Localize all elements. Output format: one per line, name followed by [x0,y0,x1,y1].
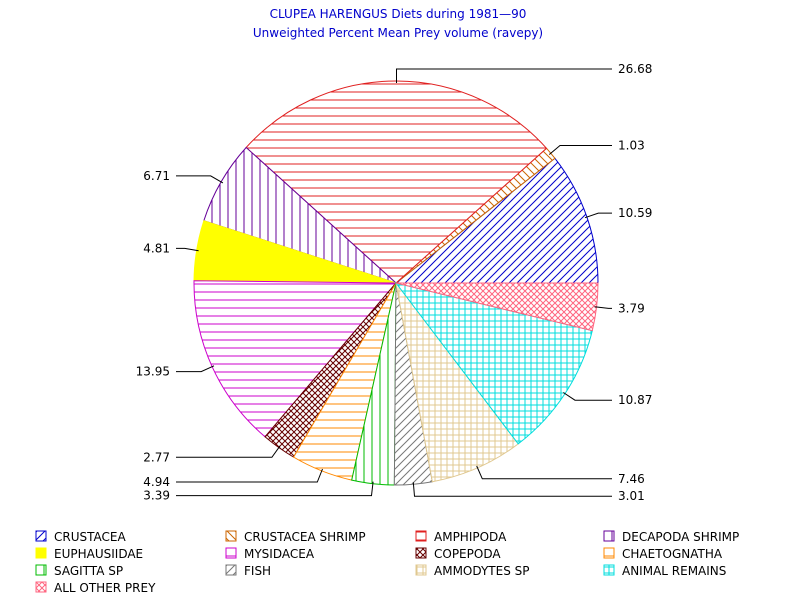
value-label-decapoda-shrimp: 6.71 [143,169,170,183]
label-leaders: 10.59 1.03 26.68 6.71 4.81 13.95 2.77 4.943.39 3… [136,62,653,503]
legend-swatch-amphipoda [415,530,427,542]
legend-swatch-copepoda [415,547,427,559]
leader-line-animal-remains [563,392,612,401]
chart-subtitle: Unweighted Percent Mean Prey volume (rav… [253,26,543,40]
legend-label-euphausiidae: EUPHAUSIIDAE [54,547,143,561]
leader-line-chaetognatha [176,468,323,483]
legend-swatch-euphausiidae [35,547,47,559]
legend-swatch-animal-remains [603,564,615,576]
legend-swatch-crustacea [35,530,47,542]
value-label-euphausiidae: 4.81 [143,241,170,255]
value-label-sagitta-sp: 3.39 [143,489,170,503]
legend-swatch-crustacea-shrimp [225,530,237,542]
leader-line-euphausiidae [176,247,199,252]
legend-label-fish: FISH [244,564,271,578]
legend-label-ammodytes-sp: AMMODYTES SP [434,564,529,578]
leader-line-mysidacea [176,365,215,373]
value-label-amphipoda: 26.68 [618,62,652,76]
leader-line-sagitta-sp [176,481,374,497]
legend-swatch-sagitta-sp [35,564,47,576]
chart-title: CLUPEA HARENGUS Diets during 1981—90 [270,7,527,21]
legend-label-crustacea: CRUSTACEA [54,530,126,544]
legend-swatch-all-other-prey [35,581,47,593]
leader-line-amphipoda [396,68,612,83]
value-label-mysidacea: 13.95 [136,365,170,379]
leader-line-copepoda [176,445,281,458]
legend-label-all-other-prey: ALL OTHER PREY [54,581,156,595]
legend-label-animal-remains: ANIMAL REMAINS [622,564,726,578]
legend-label-sagitta-sp: SAGITTA SP [54,564,123,578]
value-label-ammodytes-sp: 7.46 [618,472,645,486]
leader-line-fish [412,482,612,497]
value-label-animal-remains: 10.87 [618,393,652,407]
leader-line-ammodytes-sp [476,465,612,480]
legend-swatch-chaetognatha [603,547,615,559]
value-label-crustacea: 10.59 [618,206,652,220]
leader-line-crustacea [584,212,612,219]
legend-label-mysidacea: MYSIDACEA [244,547,315,561]
legend-label-amphipoda: AMPHIPODA [434,530,507,544]
value-label-copepoda: 2.77 [143,450,170,464]
legend-swatch-mysidacea [225,547,237,559]
leader-line-all-other-prey [594,306,612,309]
legend: CRUSTACEA CRUSTACEA SHRIMP AMPHIPODA DECAPO… [35,530,739,595]
value-label-fish: 3.01 [618,489,645,503]
legend-label-copepoda: COPEPODA [434,547,501,561]
value-label-chaetognatha: 4.94 [143,475,170,489]
legend-swatch-fish [225,564,237,576]
legend-swatch-decapoda-shrimp [603,530,615,542]
legend-label-chaetognatha: CHAETOGNATHA [622,547,723,561]
leader-line-crustacea-shrimp [548,145,612,155]
leader-line-decapoda-shrimp [176,175,224,184]
legend-label-decapoda-shrimp: DECAPODA SHRIMP [622,530,739,544]
value-label-crustacea-shrimp: 1.03 [618,139,645,153]
value-label-all-other-prey: 3.79 [618,301,645,315]
legend-label-crustacea-shrimp: CRUSTACEA SHRIMP [244,530,366,544]
legend-swatch-ammodytes-sp [415,564,427,576]
pie-slices [193,80,599,486]
